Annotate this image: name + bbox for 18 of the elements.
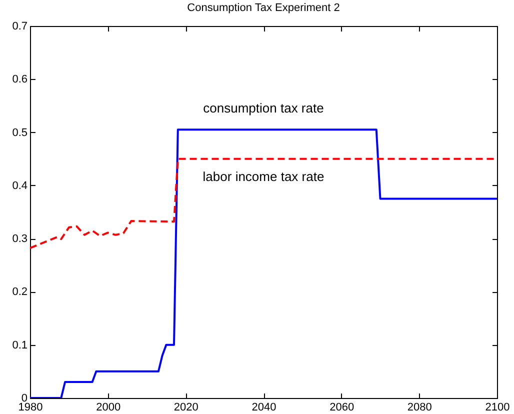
y-tick-label: 0.2	[12, 286, 28, 298]
x-tick-label: 2020	[174, 402, 198, 414]
y-tick-label: 0.7	[12, 20, 28, 32]
x-tick-label: 2040	[252, 402, 276, 414]
x-tick-label: 2060	[330, 402, 354, 414]
y-tick-label: 0.1	[12, 339, 28, 352]
x-tick-label: 2100	[485, 402, 510, 414]
series-label: labor income tax rate	[202, 168, 324, 184]
chart-title: Consumption Tax Experiment 2	[187, 2, 340, 14]
y-tick-label: 0.4	[12, 180, 28, 192]
x-tick-label: 2080	[407, 402, 432, 414]
line-series	[30, 128, 497, 398]
y-tick-label: 0.5	[12, 126, 28, 139]
series-label: consumption tax rate	[203, 100, 324, 116]
x-tick-label: 1980	[18, 402, 43, 414]
x-tick-label: 2000	[96, 402, 121, 414]
y-tick-label: 0.6	[12, 74, 28, 86]
y-tick-label: 0.3	[12, 233, 28, 246]
